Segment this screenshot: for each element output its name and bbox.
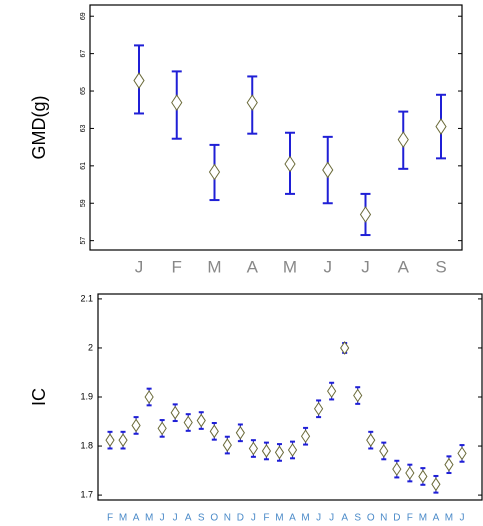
mean-marker xyxy=(340,341,350,355)
x-tick-label: D xyxy=(393,513,400,524)
x-tick-label: N xyxy=(380,513,387,524)
y-tick-label: 69 xyxy=(80,12,87,20)
mean-marker xyxy=(131,418,141,433)
y-tick-label: 67 xyxy=(80,50,87,58)
y-tick-label: 65 xyxy=(80,87,87,95)
mean-marker xyxy=(196,413,206,428)
mean-marker xyxy=(327,384,337,399)
x-tick-label: F xyxy=(107,513,113,524)
mean-marker xyxy=(457,446,467,461)
x-tick-label: D xyxy=(237,513,244,524)
mean-marker xyxy=(235,425,245,440)
x-tick-label: F xyxy=(263,513,269,524)
x-tick-label: M xyxy=(419,513,427,524)
x-tick-label: J xyxy=(361,257,370,276)
y-axis-label: GMD(g) xyxy=(29,96,49,160)
x-tick-label: J xyxy=(316,513,321,524)
x-tick-label: J xyxy=(135,257,144,276)
x-tick-label: O xyxy=(367,513,375,524)
y-tick-label: 1.8 xyxy=(80,440,93,450)
mean-marker xyxy=(170,405,180,420)
mean-marker xyxy=(418,469,428,484)
y-tick-label: 61 xyxy=(80,162,87,170)
x-tick-label: F xyxy=(407,513,413,524)
mean-marker xyxy=(209,424,219,439)
mean-marker xyxy=(366,433,376,448)
x-tick-label: M xyxy=(145,513,153,524)
x-tick-label: M xyxy=(301,513,309,524)
x-tick-label: A xyxy=(133,513,140,524)
mean-marker xyxy=(157,421,167,436)
mean-marker xyxy=(284,155,296,173)
y-tick-label: 1.9 xyxy=(80,391,93,401)
mean-marker xyxy=(274,445,285,460)
x-tick-label: S xyxy=(354,513,361,524)
mean-marker xyxy=(171,94,183,112)
x-tick-label: A xyxy=(289,513,296,524)
x-tick-label: S xyxy=(435,257,446,276)
mean-marker xyxy=(222,438,232,452)
y-tick-label: 59 xyxy=(80,199,87,207)
x-tick-label: M xyxy=(283,257,297,276)
x-tick-label: J xyxy=(160,513,165,524)
x-tick-label: A xyxy=(341,513,348,524)
y-axis-label: IC xyxy=(29,388,49,406)
x-tick-label: A xyxy=(247,257,259,276)
mean-marker xyxy=(261,444,272,458)
x-tick-label: A xyxy=(433,513,440,524)
mean-marker xyxy=(435,118,447,135)
x-tick-label: J xyxy=(324,257,333,276)
y-tick-label: 2 xyxy=(88,342,93,352)
x-tick-label: O xyxy=(210,513,218,524)
x-tick-label: M xyxy=(275,513,283,524)
y-tick-label: 63 xyxy=(80,124,87,132)
mean-marker xyxy=(248,441,259,456)
mean-marker xyxy=(379,444,389,458)
mean-marker xyxy=(246,94,258,112)
y-tick-label: 57 xyxy=(80,237,87,245)
mean-marker xyxy=(208,163,221,181)
x-tick-label: N xyxy=(224,513,231,524)
x-tick-label: M xyxy=(207,257,221,276)
mean-marker xyxy=(183,415,193,430)
mean-marker xyxy=(397,131,409,149)
mean-marker xyxy=(392,462,402,477)
mean-marker xyxy=(405,466,415,480)
x-tick-label: J xyxy=(173,513,178,524)
mean-marker xyxy=(353,388,363,403)
mean-marker xyxy=(313,401,324,416)
mean-marker xyxy=(322,161,334,179)
mean-marker xyxy=(144,390,154,404)
x-tick-label: J xyxy=(251,513,256,524)
x-tick-label: J xyxy=(329,513,334,524)
mean-marker xyxy=(431,477,441,492)
y-tick-label: 1.7 xyxy=(80,489,93,499)
x-tick-label: M xyxy=(445,513,453,524)
mean-marker xyxy=(133,72,145,89)
mean-marker xyxy=(359,206,372,223)
mean-marker xyxy=(105,433,115,448)
mean-marker xyxy=(444,457,454,472)
x-tick-label: S xyxy=(198,513,205,524)
x-tick-label: F xyxy=(172,257,182,276)
x-tick-label: J xyxy=(460,513,465,524)
mean-marker xyxy=(287,443,298,457)
plot-frame xyxy=(89,4,463,251)
x-tick-label: M xyxy=(119,513,127,524)
mean-marker xyxy=(300,429,311,444)
x-tick-label: A xyxy=(185,513,192,524)
x-tick-label: A xyxy=(398,257,410,276)
y-tick-label: 2.1 xyxy=(80,293,93,303)
mean-marker xyxy=(118,433,128,448)
